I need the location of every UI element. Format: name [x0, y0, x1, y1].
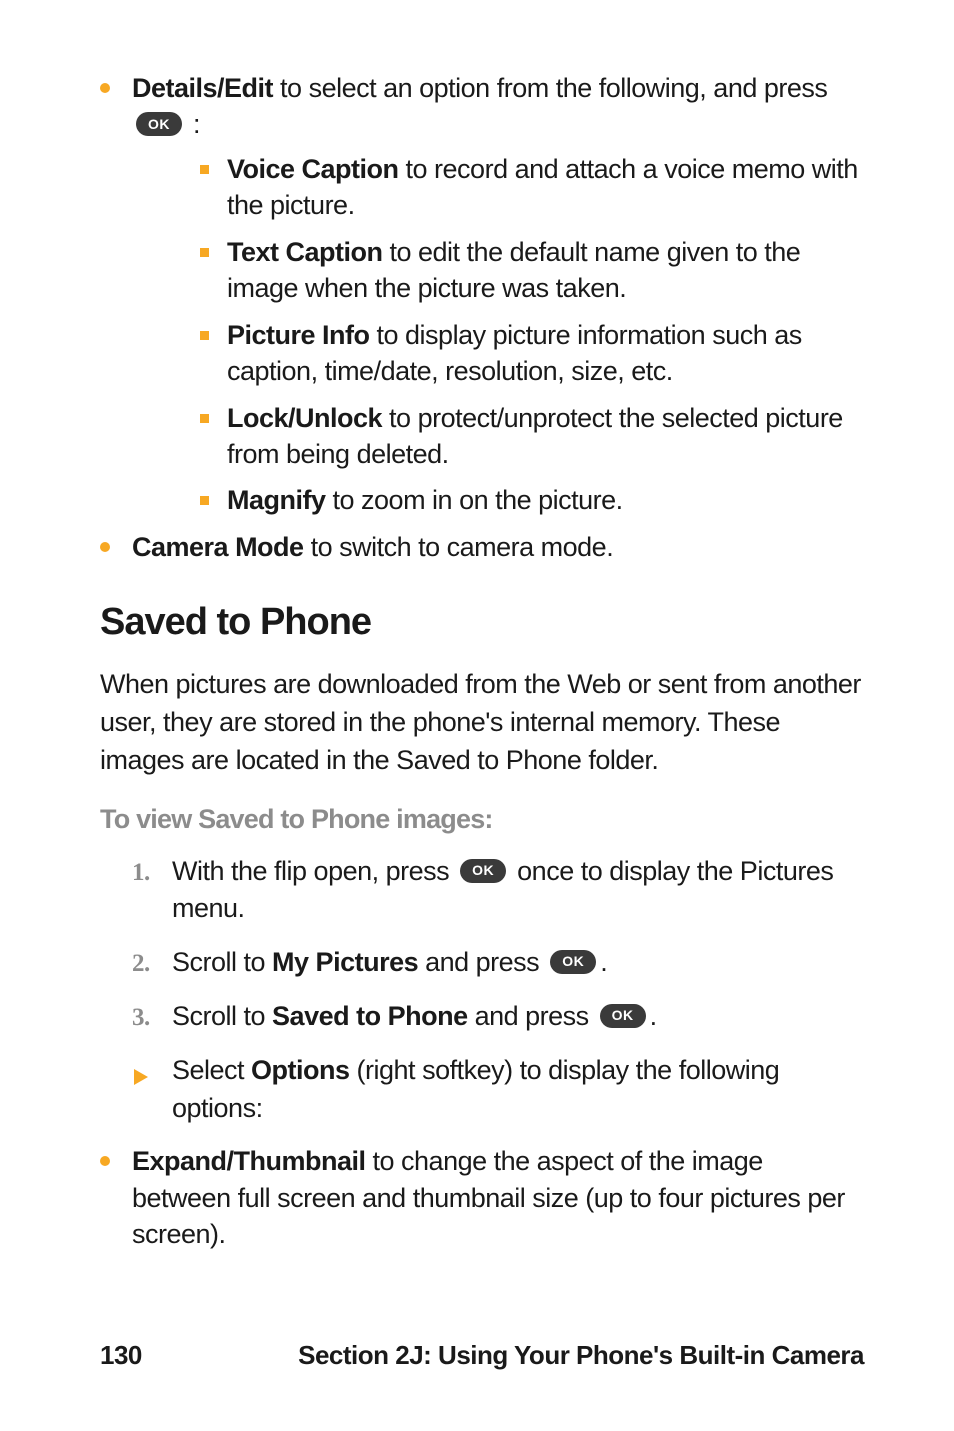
- arrow-right-icon: [132, 1052, 172, 1098]
- list-item: Expand/Thumbnail to change the aspect of…: [100, 1143, 864, 1252]
- step-text: Scroll to Saved to Phone and press OK.: [172, 998, 864, 1036]
- text: Scroll to: [172, 1001, 272, 1031]
- bullet-text: Details/Edit to select an option from th…: [132, 70, 864, 143]
- step-number: 1.: [132, 853, 172, 890]
- section-heading: Saved to Phone: [100, 601, 864, 644]
- section-paragraph: When pictures are downloaded from the We…: [100, 666, 864, 779]
- sub-text: Voice Caption to record and attach a voi…: [227, 151, 864, 224]
- text: and press: [418, 947, 546, 977]
- square-bullet-icon: [200, 331, 209, 340]
- square-bullet-icon: [200, 414, 209, 423]
- top-bullet-list-2: Camera Mode to switch to camera mode.: [100, 529, 864, 565]
- text: Scroll to: [172, 947, 272, 977]
- term: Details/Edit: [132, 73, 273, 103]
- text: .: [650, 1001, 657, 1031]
- step-number: 2.: [132, 944, 172, 981]
- term: Saved to Phone: [272, 1001, 468, 1031]
- step-number: 3.: [132, 998, 172, 1035]
- sub-text: Lock/Unlock to protect/unprotect the sel…: [227, 400, 864, 473]
- text: With the flip open, press: [172, 856, 456, 886]
- ok-button-icon: OK: [136, 112, 182, 136]
- top-bullet-list: Details/Edit to select an option from th…: [100, 70, 864, 143]
- bullet-icon: [100, 1156, 110, 1166]
- ok-button-icon: OK: [460, 859, 506, 883]
- list-item: Camera Mode to switch to camera mode.: [100, 529, 864, 565]
- bullet-text: Camera Mode to switch to camera mode.: [132, 529, 864, 565]
- term: Text Caption: [227, 237, 383, 267]
- step-text: Select Options (right softkey) to displa…: [172, 1052, 864, 1128]
- square-bullet-icon: [200, 248, 209, 257]
- numbered-steps: 1. With the flip open, press OK once to …: [132, 853, 864, 1036]
- sub-heading: To view Saved to Phone images:: [100, 804, 864, 835]
- bullet-icon: [100, 542, 110, 552]
- bottom-bullet-list: Expand/Thumbnail to change the aspect of…: [100, 1143, 864, 1252]
- text: :: [186, 109, 200, 139]
- list-item: Details/Edit to select an option from th…: [100, 70, 864, 143]
- text: to switch to camera mode.: [304, 532, 614, 562]
- text: and press: [468, 1001, 596, 1031]
- bullet-icon: [100, 83, 110, 93]
- step-text: With the flip open, press OK once to dis…: [172, 853, 864, 929]
- bullet-text: Expand/Thumbnail to change the aspect of…: [132, 1143, 864, 1252]
- term: Picture Info: [227, 320, 370, 350]
- step-item: 3. Scroll to Saved to Phone and press OK…: [132, 998, 864, 1036]
- square-bullet-icon: [200, 165, 209, 174]
- sub-text: Magnify to zoom in on the picture.: [227, 482, 623, 518]
- term: My Pictures: [272, 947, 418, 977]
- sub-bullet-list: Voice Caption to record and attach a voi…: [200, 151, 864, 519]
- page: Details/Edit to select an option from th…: [0, 0, 954, 1431]
- list-item: Picture Info to display picture informat…: [200, 317, 864, 390]
- step-text: Scroll to My Pictures and press OK.: [172, 944, 864, 982]
- step-item: 2. Scroll to My Pictures and press OK.: [132, 944, 864, 982]
- footer-title: Section 2J: Using Your Phone's Built-in …: [298, 1340, 864, 1371]
- term: Camera Mode: [132, 532, 304, 562]
- list-item: Lock/Unlock to protect/unprotect the sel…: [200, 400, 864, 473]
- ok-button-icon: OK: [600, 1004, 646, 1028]
- text: Select: [172, 1055, 251, 1085]
- term: Lock/Unlock: [227, 403, 382, 433]
- page-number: 130: [100, 1340, 142, 1371]
- list-item: Voice Caption to record and attach a voi…: [200, 151, 864, 224]
- term: Magnify: [227, 485, 326, 515]
- list-item: Text Caption to edit the default name gi…: [200, 234, 864, 307]
- text: to select an option from the following, …: [273, 73, 827, 103]
- page-footer: 130 Section 2J: Using Your Phone's Built…: [100, 1340, 864, 1371]
- text: to zoom in on the picture.: [326, 485, 623, 515]
- square-bullet-icon: [200, 496, 209, 505]
- step-item: 1. With the flip open, press OK once to …: [132, 853, 864, 929]
- sub-text: Text Caption to edit the default name gi…: [227, 234, 864, 307]
- list-item: Magnify to zoom in on the picture.: [200, 482, 864, 518]
- text: .: [600, 947, 607, 977]
- term: Voice Caption: [227, 154, 399, 184]
- term: Options: [251, 1055, 350, 1085]
- ok-button-icon: OK: [550, 950, 596, 974]
- term: Expand/Thumbnail: [132, 1146, 366, 1176]
- arrow-step: Select Options (right softkey) to displa…: [132, 1052, 864, 1128]
- sub-text: Picture Info to display picture informat…: [227, 317, 864, 390]
